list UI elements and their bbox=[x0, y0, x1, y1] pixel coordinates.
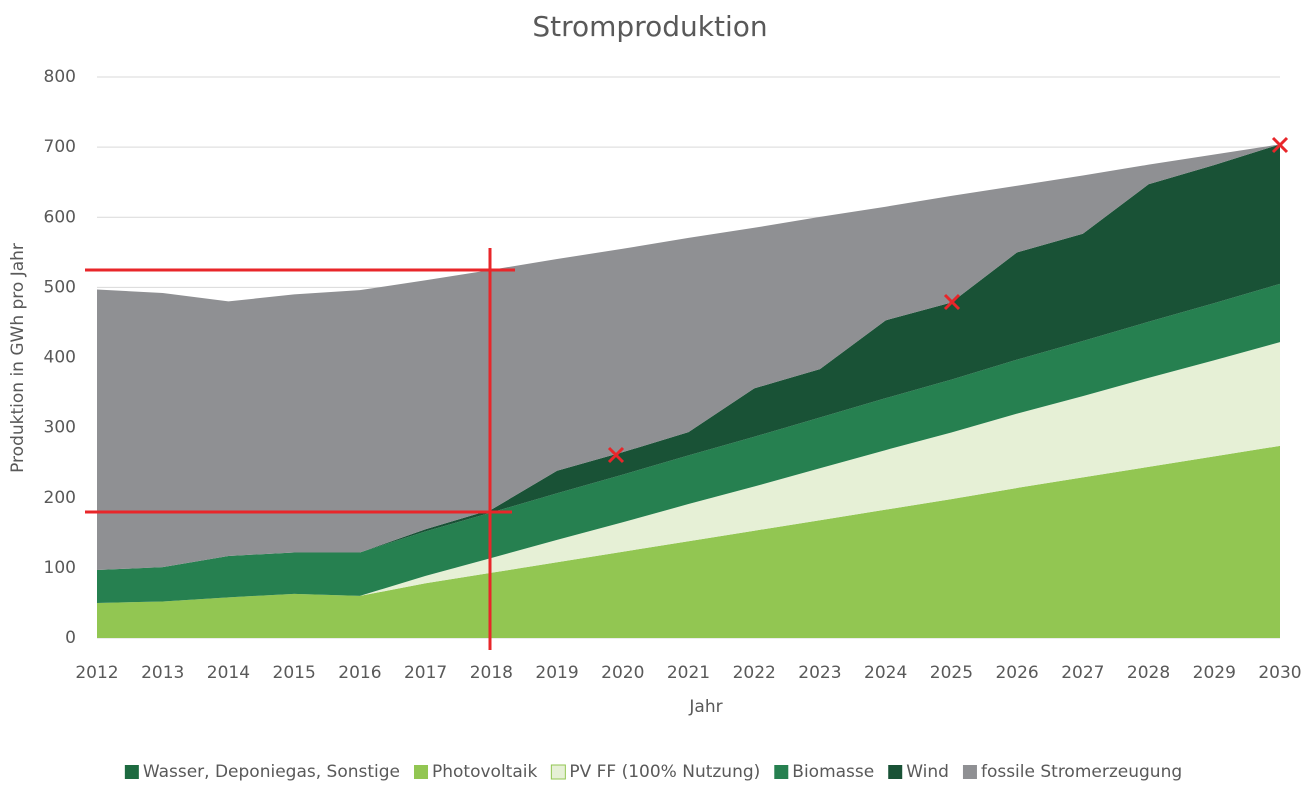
legend-swatch bbox=[888, 765, 903, 779]
x-tick-label: 2024 bbox=[864, 663, 907, 683]
x-tick-label: 2015 bbox=[273, 663, 316, 683]
x-tick-label: 2013 bbox=[141, 663, 184, 683]
y-tick-label: 100 bbox=[44, 558, 76, 578]
y-axis-label: Produktion in GWh pro Jahr bbox=[8, 243, 28, 473]
x-axis-label: Jahr bbox=[688, 697, 722, 717]
x-tick-label: 2012 bbox=[75, 663, 118, 683]
x-tick-label: 2018 bbox=[470, 663, 513, 683]
x-tick-label: 2019 bbox=[535, 663, 578, 683]
x-tick-label: 2026 bbox=[995, 663, 1038, 683]
x-tick-label: 2028 bbox=[1127, 663, 1170, 683]
y-tick-label: 0 bbox=[65, 628, 76, 648]
y-tick-label: 300 bbox=[44, 418, 76, 438]
legend-swatch bbox=[414, 765, 429, 779]
x-tick-label: 2017 bbox=[404, 663, 447, 683]
y-tick-label: 800 bbox=[44, 67, 76, 87]
area bbox=[97, 283, 1280, 603]
legend-swatch bbox=[550, 764, 566, 780]
legend-label: Wind bbox=[906, 762, 949, 782]
legend-label: Biomasse bbox=[792, 762, 874, 782]
plot-area bbox=[97, 76, 1280, 639]
red-cross bbox=[1271, 136, 1289, 154]
chart-title: Stromproduktion bbox=[532, 10, 767, 43]
legend-label: fossile Stromerzeugung bbox=[981, 762, 1182, 782]
x-tick-label: 2014 bbox=[207, 663, 250, 683]
legend: Wasser, Deponiegas, Sonstige Photovoltaik… bbox=[124, 762, 1182, 782]
legend-swatch bbox=[774, 765, 789, 779]
x-tick-label: 2023 bbox=[798, 663, 841, 683]
x-tick-label: 2022 bbox=[733, 663, 776, 683]
red-cross bbox=[607, 446, 625, 464]
area bbox=[97, 144, 1280, 570]
x-tick-label: 2021 bbox=[667, 663, 710, 683]
x-tick-label: 2025 bbox=[930, 663, 973, 683]
annotations bbox=[85, 136, 1289, 650]
legend-label: Wasser, Deponiegas, Sonstige bbox=[143, 762, 400, 782]
x-tick-label: 2020 bbox=[601, 663, 644, 683]
y-tick-label: 400 bbox=[44, 348, 76, 368]
area bbox=[97, 144, 1280, 570]
x-tick-label: 2029 bbox=[1193, 663, 1236, 683]
y-tick-label: 600 bbox=[44, 207, 76, 227]
legend-swatch bbox=[962, 765, 977, 779]
legend-swatch bbox=[124, 765, 139, 779]
legend-label: Photovoltaik bbox=[432, 762, 537, 782]
legend-label: PV FF (100% Nutzung) bbox=[569, 762, 760, 782]
x-tick-label: 2027 bbox=[1061, 663, 1104, 683]
red-cross bbox=[943, 293, 961, 311]
area bbox=[97, 445, 1280, 638]
area bbox=[97, 342, 1280, 603]
x-tick-label: 2016 bbox=[338, 663, 381, 683]
y-tick-label: 200 bbox=[44, 488, 76, 508]
x-tick-label: 2030 bbox=[1258, 663, 1301, 683]
y-tick-label: 500 bbox=[44, 277, 76, 297]
y-tick-label: 700 bbox=[44, 137, 76, 157]
